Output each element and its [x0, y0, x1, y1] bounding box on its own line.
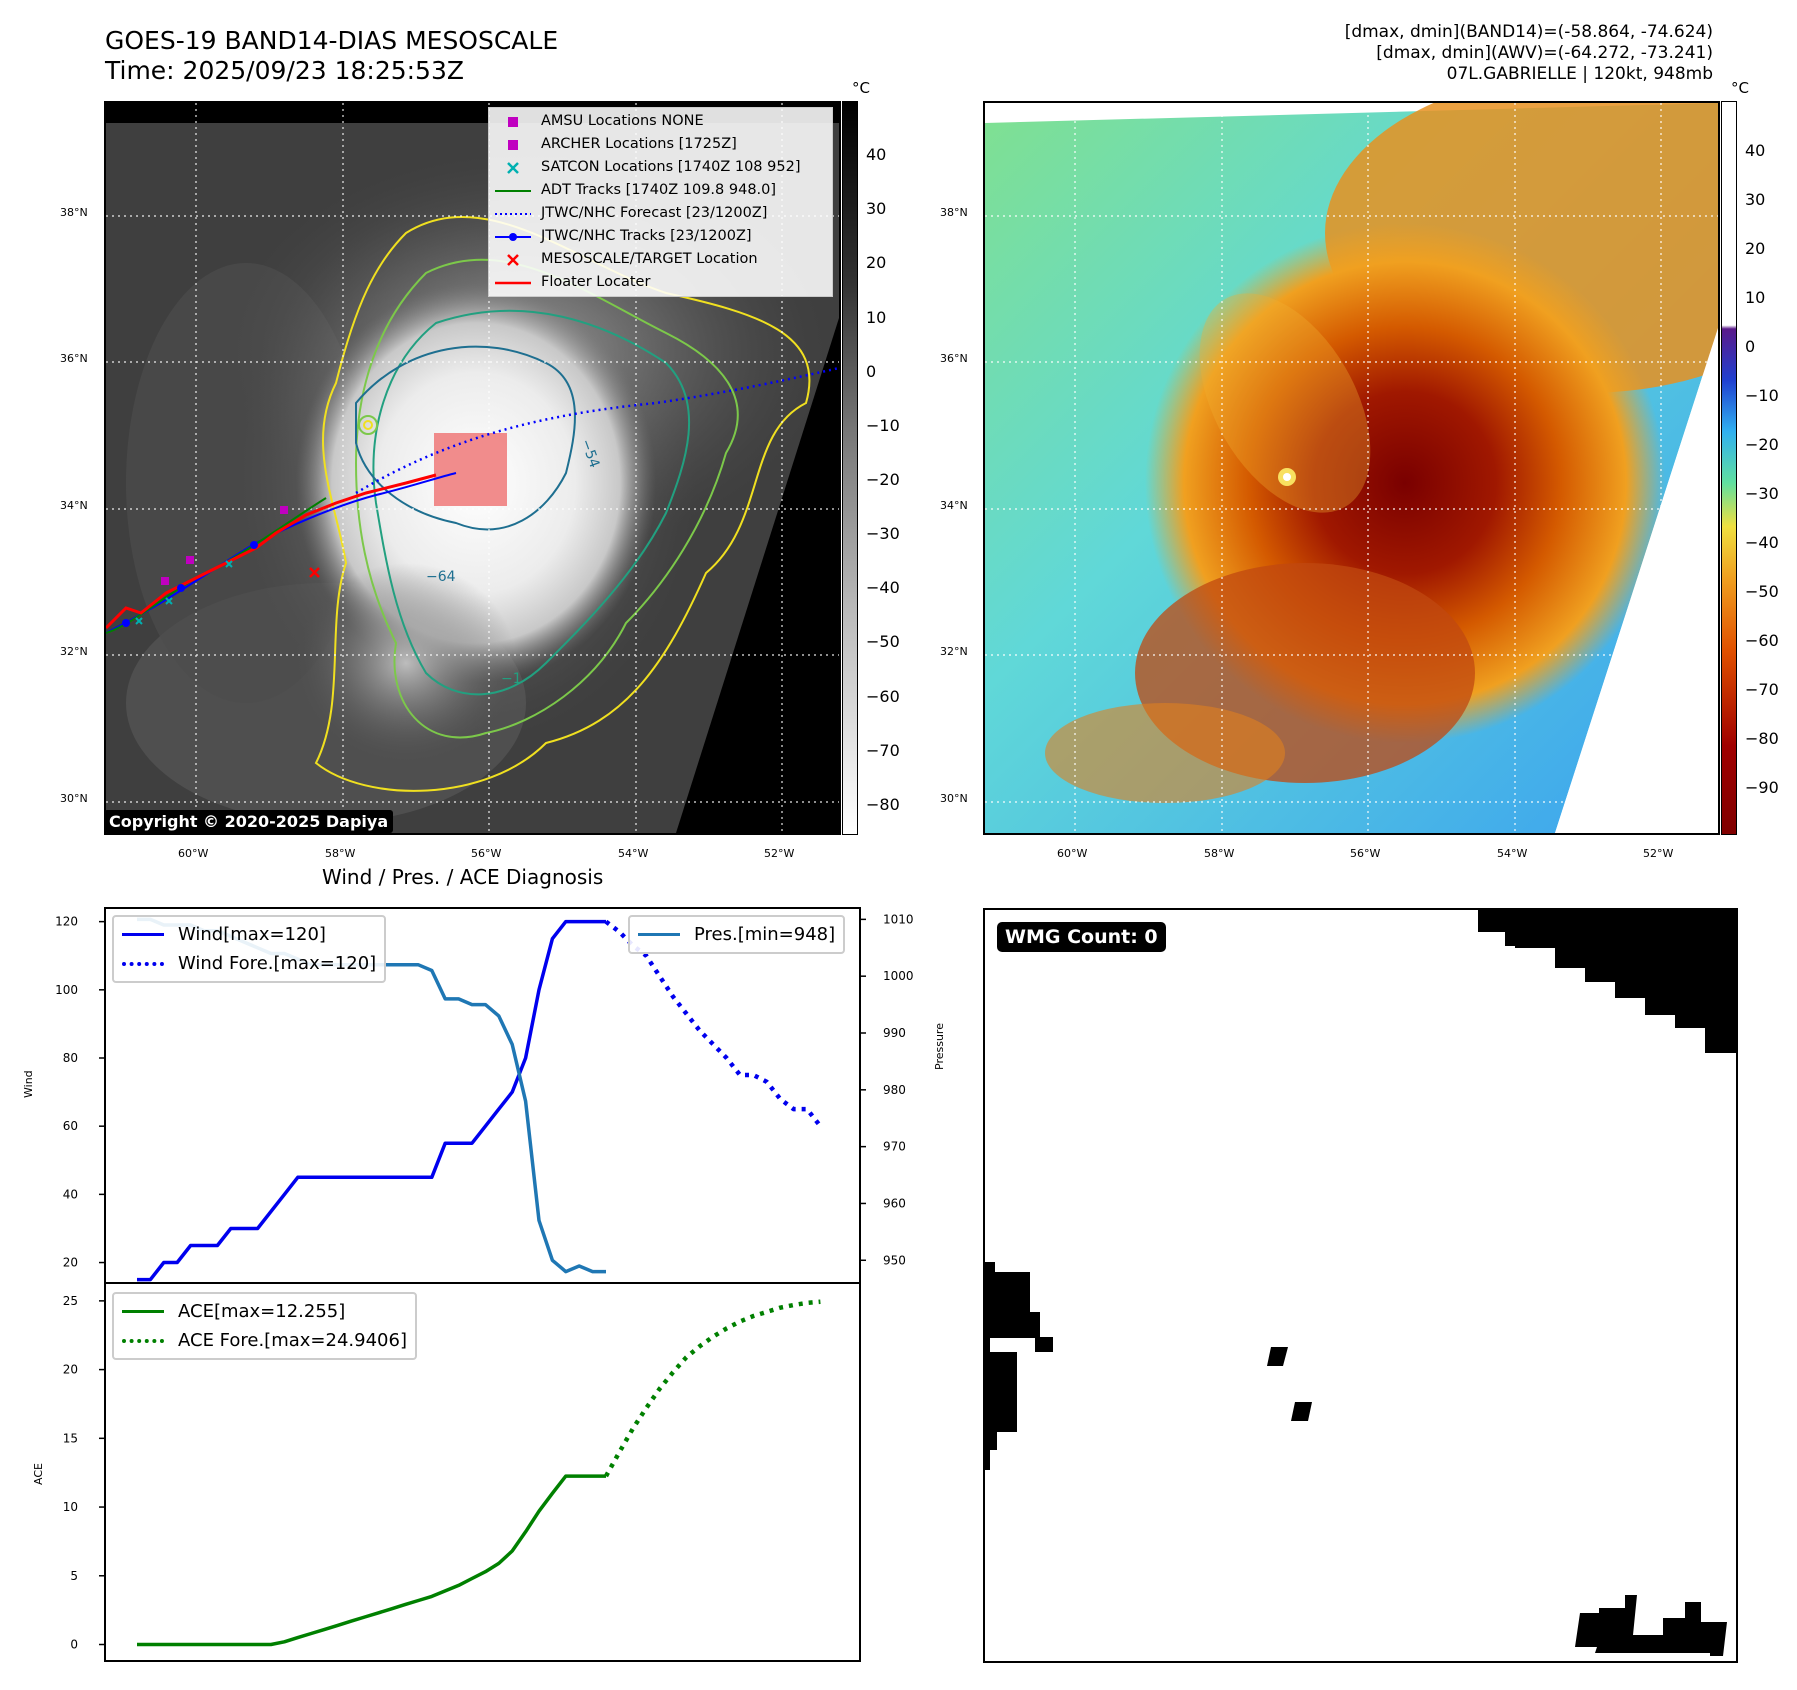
wind-legend: Wind[max=120] Wind Fore.[max=120]	[112, 915, 387, 983]
wind-series-line	[137, 919, 606, 1282]
tick-label: 40	[63, 1187, 78, 1201]
square-marker-icon	[495, 115, 531, 129]
legend-entry: Wind[max=120]	[122, 920, 376, 949]
wind-forecast-series-line	[604, 919, 823, 1128]
title-line-2: Time: 2025/09/23 18:25:53Z	[105, 56, 464, 85]
tick-label: 980	[883, 1083, 906, 1097]
lon-tick: 60°W	[178, 847, 209, 860]
legend-entry: ACE Fore.[max=24.9406]	[122, 1326, 407, 1355]
lat-tick: 36°N	[940, 352, 968, 365]
lat-tick: 30°N	[60, 792, 88, 805]
lon-tick: 58°W	[325, 847, 356, 860]
title-line-1: GOES-19 BAND14-DIAS MESOSCALE	[105, 26, 559, 55]
tick-label: 990	[883, 1026, 906, 1040]
ace-series-line	[137, 1474, 606, 1647]
legend-entry: Floater Locater	[495, 271, 826, 294]
tick-label: 15	[63, 1431, 78, 1445]
x-marker-icon	[495, 253, 531, 267]
legend-entry: Wind Fore.[max=120]	[122, 949, 376, 978]
stats-block: [dmax, dmin](BAND14)=(-58.864, -74.624) …	[1345, 22, 1713, 85]
tick-label: 80	[63, 1051, 78, 1065]
awv-colorbar	[1721, 101, 1737, 835]
lon-tick: 60°W	[1057, 847, 1088, 860]
stats-line-2: [dmax, dmin](AWV)=(-64.272, -73.241)	[1376, 43, 1713, 63]
ir-colorbar	[842, 101, 858, 835]
tick-label: 20	[63, 1256, 78, 1270]
lon-tick: 58°W	[1204, 847, 1235, 860]
lat-tick: 36°N	[60, 352, 88, 365]
legend-entry: ADT Tracks [1740Z 109.8 948.0]	[495, 179, 826, 202]
tick-label: 20	[63, 1363, 78, 1377]
ace-axis: 25 20 15 10 5 0	[63, 1294, 105, 1652]
ir-map-panel: −64 −54 −1	[104, 101, 841, 835]
lon-tick: 56°W	[471, 847, 502, 860]
diagnosis-title: Wind / Pres. / ACE Diagnosis	[322, 865, 604, 889]
line-dot-icon	[495, 230, 531, 244]
lat-tick: 34°N	[60, 499, 88, 512]
tick-label: 5	[70, 1569, 78, 1583]
x-marker-icon	[495, 161, 531, 175]
figure-title: GOES-19 BAND14-DIAS MESOSCALE Time: 2025…	[105, 26, 558, 86]
copyright-label: Copyright © 2020-2025 Dapiya	[104, 810, 394, 833]
tick-label: 60	[63, 1119, 78, 1133]
dotted-line-icon	[495, 207, 531, 221]
tick-label: 950	[883, 1253, 906, 1267]
tick-label: 100	[55, 983, 78, 997]
target-box	[434, 433, 507, 506]
tick-label: 25	[63, 1294, 78, 1308]
tick-label: 120	[55, 915, 78, 929]
pressure-legend: Pres.[min=948]	[628, 915, 846, 954]
contour-label-c: −1	[501, 671, 522, 687]
legend-entry: MESOSCALE/TARGET Location	[495, 248, 826, 271]
forecast-track	[355, 366, 839, 495]
wind-axis: 120 100 80 60 40 20	[55, 915, 105, 1270]
tick-label: 1010	[883, 912, 914, 926]
line-marker-icon	[495, 184, 531, 198]
ir-colorbar-unit: °C	[852, 79, 870, 97]
lon-tick: 52°W	[1643, 847, 1674, 860]
legend-entry: SATCON Locations [1740Z 108 952]	[495, 156, 826, 179]
lat-tick: 30°N	[940, 792, 968, 805]
wind-axis-label: Wind	[22, 1070, 35, 1098]
ir-map-image: −64 −54 −1	[106, 103, 839, 833]
legend-entry: ACE[max=12.255]	[122, 1297, 407, 1326]
awv-colorbar-unit: °C	[1731, 79, 1749, 97]
wmg-count-badge: WMG Count: 0	[997, 922, 1166, 952]
tick-label: 10	[63, 1500, 78, 1514]
wmg-panel	[983, 908, 1738, 1663]
best-track	[106, 472, 457, 634]
tick-label: 970	[883, 1140, 906, 1154]
stats-line-1: [dmax, dmin](BAND14)=(-58.864, -74.624)	[1344, 22, 1713, 42]
pressure-axis-label: Pressure	[933, 1023, 946, 1070]
lon-tick: 52°W	[764, 847, 795, 860]
ace-axis-label: ACE	[32, 1463, 45, 1485]
line-marker-icon	[495, 276, 531, 290]
legend-entry: AMSU Locations NONE	[495, 110, 826, 133]
legend-entry: Pres.[min=948]	[638, 920, 835, 949]
legend-entry: JTWC/NHC Tracks [23/1200Z]	[495, 225, 826, 248]
stats-line-3: 07L.GABRIELLE | 120kt, 948mb	[1446, 64, 1713, 84]
lon-tick: 56°W	[1350, 847, 1381, 860]
legend-entry: ARCHER Locations [1725Z]	[495, 133, 826, 156]
lat-tick: 38°N	[940, 206, 968, 219]
lat-tick: 38°N	[60, 206, 88, 219]
tick-label: 960	[883, 1196, 906, 1210]
square-marker-icon	[495, 138, 531, 152]
legend-entry: JTWC/NHC Forecast [23/1200Z]	[495, 202, 826, 225]
awv-map-panel	[983, 101, 1720, 835]
tick-label: 1000	[883, 969, 914, 983]
lat-tick: 32°N	[60, 645, 88, 658]
lon-tick: 54°W	[1497, 847, 1528, 860]
pressure-axis: 1010 1000 990 980 970 960 950	[860, 912, 914, 1267]
tick-label: 0	[70, 1638, 78, 1652]
ace-legend: ACE[max=12.255] ACE Fore.[max=24.9406]	[112, 1292, 417, 1360]
lat-tick: 34°N	[940, 499, 968, 512]
awv-map-image	[985, 103, 1718, 833]
lat-tick: 32°N	[940, 645, 968, 658]
wmg-mask-image	[985, 910, 1736, 1661]
lon-tick: 54°W	[618, 847, 649, 860]
ir-legend: AMSU Locations NONE ARCHER Locations [17…	[488, 107, 833, 297]
contour-label-a: −64	[426, 569, 456, 585]
ace-forecast-series-line	[604, 1299, 821, 1478]
